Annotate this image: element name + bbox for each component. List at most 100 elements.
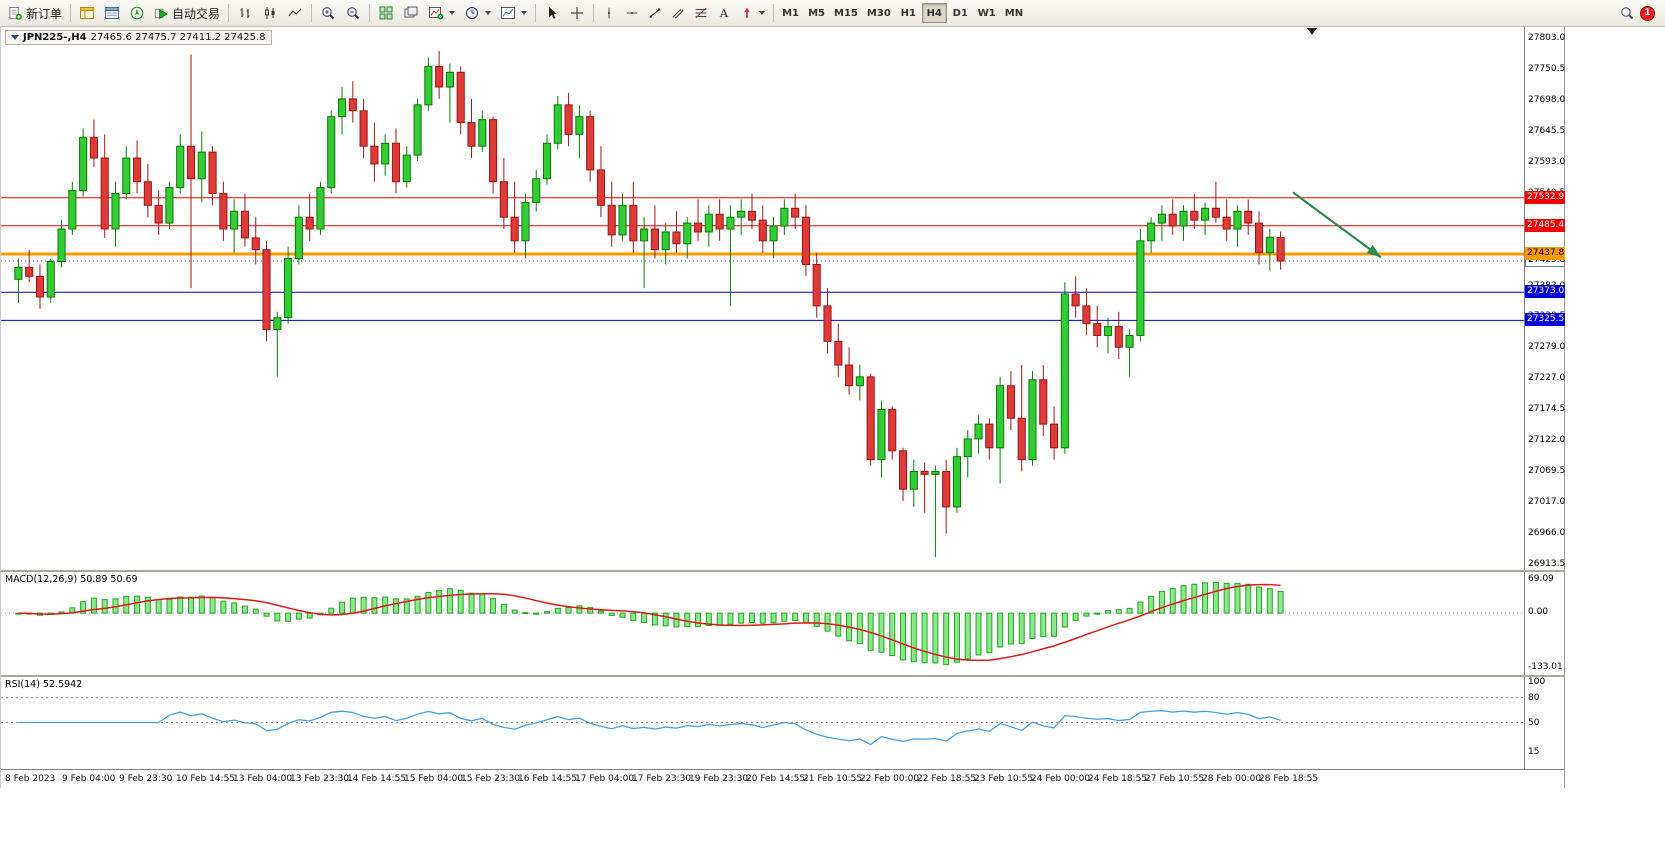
period-button[interactable] [460, 2, 495, 24]
price-tick-label: 26966.0 [1528, 528, 1566, 539]
autotrading-button[interactable]: 自动交易 [150, 2, 224, 24]
arrows-tool-button[interactable] [736, 2, 769, 24]
toolbar-separator [369, 4, 371, 22]
price-tick-label: 27803.0 [1528, 33, 1566, 43]
chart-shift-marker[interactable] [1307, 28, 1317, 35]
chart-symbol: JPN225-,H4 [23, 32, 87, 43]
toolbar-separator [593, 4, 595, 22]
price-level-label: 27532.9 [1525, 190, 1565, 204]
search-button[interactable] [1615, 2, 1639, 24]
channel-icon [672, 9, 684, 19]
cursor-button[interactable] [540, 2, 564, 24]
chevron-down-icon [759, 11, 766, 15]
trendline-icon [649, 8, 661, 18]
timeframe-m5-button[interactable]: M5 [804, 3, 829, 23]
price-level-label: 27373.0 [1525, 285, 1565, 299]
crosshair-button[interactable] [565, 2, 589, 24]
price-tick-label: 26913.5 [1528, 559, 1566, 569]
time-axis-label: 15 Feb 23:30 [461, 774, 521, 784]
time-axis-label: 22 Feb 00:00 [860, 774, 920, 784]
period-icon [466, 7, 479, 19]
time-axis-label: 16 Feb 14:55 [518, 774, 578, 784]
macd-current-values: 50.89 50.69 [80, 574, 138, 585]
new-order-icon [9, 6, 22, 20]
time-axis-label: 17 Feb 04:00 [575, 774, 635, 784]
template-button[interactable] [496, 2, 531, 24]
timeframe-m1-button[interactable]: M1 [778, 3, 803, 23]
cursor-icon [549, 7, 558, 19]
tile-windows-button[interactable] [374, 2, 398, 24]
toolbar-separator [773, 4, 775, 22]
chevron-down-icon [521, 11, 528, 15]
arrange-windows-button[interactable] [399, 2, 423, 24]
pane-splitter[interactable] [1, 675, 1564, 677]
trend-arrow-annotation[interactable] [1292, 191, 1382, 259]
trendline-button[interactable] [644, 2, 666, 24]
bar-chart-button[interactable] [233, 2, 257, 24]
time-axis-label: 28 Feb 18:55 [1259, 774, 1319, 784]
vertical-line-button[interactable] [598, 2, 620, 24]
zoom-out-icon [347, 7, 360, 20]
autotrading-icon [154, 8, 169, 19]
chevron-down-icon [449, 11, 456, 15]
new-order-label: 新订单 [26, 6, 63, 21]
navigator-icon [130, 6, 144, 20]
zoom-in-button[interactable] [316, 2, 340, 24]
price-level-label: 27325.5 [1525, 313, 1565, 327]
rsi-label: RSI(14) 52.5942 [5, 679, 82, 690]
data-window-button[interactable] [100, 2, 124, 24]
notification-badge[interactable]: 1 [1640, 5, 1655, 21]
price-tick-label: 27645.5 [1528, 125, 1566, 136]
arrange-windows-icon [404, 6, 418, 18]
timeframe-mn-button[interactable]: MN [1001, 3, 1027, 23]
price-pane: 27803.027750.527698.027645.527593.027540… [1, 27, 1566, 570]
macd-scale[interactable]: 69.09 0.00 -133.01 [1524, 572, 1564, 675]
macd-scale-label: 69.09 [1528, 574, 1554, 584]
text-tool-button[interactable]: A [713, 2, 735, 24]
horizontal-line-button[interactable] [621, 2, 643, 24]
navigator-button[interactable] [125, 2, 149, 24]
time-axis-label: 9 Feb 23:30 [119, 774, 173, 784]
toolbar-separator [535, 4, 537, 22]
candlestick-chart[interactable] [1, 27, 1524, 570]
toolbar-separator [311, 4, 313, 22]
candlestick-button[interactable] [258, 2, 282, 24]
channel-button[interactable] [667, 2, 689, 24]
hline-icon [626, 12, 638, 14]
timeframe-m30-button[interactable]: M30 [863, 3, 895, 23]
timeframe-d1-button[interactable]: D1 [948, 3, 973, 23]
terminal-window: 新订单 [0, 0, 1665, 788]
timeframe-h1-button[interactable]: H1 [896, 3, 921, 23]
line-chart-button[interactable] [283, 2, 307, 24]
timeframe-m15-button[interactable]: M15 [830, 3, 862, 23]
rsi-plot[interactable] [1, 677, 1524, 769]
price-tick-label: 27227.0 [1528, 373, 1566, 384]
time-axis-label: 19 Feb 23:30 [689, 774, 749, 784]
price-level-label: 27485.4 [1525, 218, 1565, 232]
collapse-icon[interactable] [11, 35, 19, 40]
fibonacci-button[interactable] [690, 2, 712, 24]
time-axis-label: 8 Feb 2023 [5, 774, 56, 784]
pane-splitter[interactable] [1, 570, 1564, 572]
timeframe-h4-button[interactable]: H4 [921, 3, 947, 23]
market-watch-button[interactable] [75, 2, 99, 24]
rsi-current-value: 52.5942 [42, 679, 83, 690]
rsi-scale-label: 15 [1528, 746, 1540, 757]
time-axis-label: 13 Feb 23:30 [290, 774, 350, 784]
time-axis-label: 14 Feb 14:55 [347, 774, 407, 784]
price-scale[interactable]: 27803.027750.527698.027645.527593.027540… [1524, 27, 1566, 570]
time-axis-label: 27 Feb 10:55 [1145, 774, 1205, 784]
rsi-scale[interactable]: 100 80 50 15 [1524, 677, 1564, 769]
price-tick-label: 27698.0 [1528, 94, 1566, 105]
macd-plot[interactable] [1, 572, 1524, 675]
new-order-button[interactable]: 新订单 [4, 2, 66, 24]
new-chart-button[interactable] [424, 2, 459, 24]
zoom-out-button[interactable] [341, 2, 365, 24]
candlestick-icon [265, 7, 275, 19]
search-icon [1621, 7, 1634, 20]
time-axis[interactable]: 8 Feb 2023 9 Feb 04:00 9 Feb 23:30 10 Feb 1… [1, 769, 1564, 788]
toolbar-separator [70, 4, 72, 22]
chart-title-chip[interactable]: JPN225-,H4 27465.6 27475.7 27411.2 27425… [5, 30, 272, 45]
timeframe-w1-button[interactable]: W1 [974, 3, 1000, 23]
chart-window: 27803.027750.527698.027645.527593.027540… [0, 27, 1565, 788]
